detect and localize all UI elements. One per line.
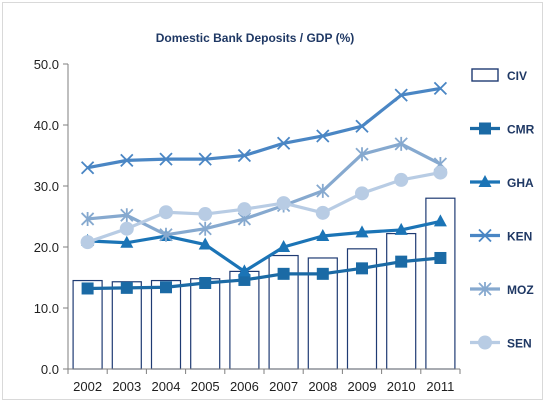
- legend-item-ken: KEN: [470, 228, 532, 244]
- point-ken: [316, 129, 330, 143]
- legend-label: SEN: [507, 337, 532, 351]
- point-sen: [237, 202, 252, 217]
- point-ken: [198, 152, 212, 166]
- legend-label: CMR: [507, 123, 535, 137]
- point-sen: [198, 207, 213, 222]
- point-cmr: [277, 267, 290, 280]
- point-cmr: [356, 262, 368, 275]
- legend-item-gha: GHA: [470, 175, 534, 190]
- plot-area: 0.0 10.0 20.0 30.0 40.0 50.0 2002 2003 2004 2005 2…: [34, 57, 461, 394]
- x-tick-label: 2010: [387, 379, 416, 394]
- bar-civ: [386, 232, 417, 370]
- x-tick-label: 2009: [348, 379, 377, 394]
- point-gha: [198, 237, 212, 250]
- point-moz: [355, 147, 369, 162]
- point-cmr: [199, 276, 212, 289]
- y-tick-label: 0.0: [41, 362, 59, 377]
- point-gha: [433, 214, 447, 227]
- point-ken: [433, 81, 448, 96]
- x-tick-label: 2005: [191, 379, 220, 394]
- point-ken: [355, 119, 369, 133]
- point-moz: [316, 183, 330, 198]
- x-tick-label: 2002: [73, 379, 102, 394]
- point-ken: [120, 153, 134, 168]
- x-tick-label: 2008: [308, 379, 337, 394]
- bar-civ: [190, 278, 221, 370]
- point-moz: [394, 136, 408, 151]
- point-gha: [316, 229, 330, 242]
- line-ken: [87, 86, 441, 170]
- line-sen: [87, 171, 441, 244]
- x-tick-label: 2006: [230, 379, 259, 394]
- point-cmr: [81, 282, 94, 295]
- point-moz: [159, 227, 173, 242]
- x-tick-label: 2004: [152, 379, 181, 394]
- point-moz: [120, 208, 134, 223]
- point-ken: [276, 136, 291, 150]
- point-gha: [120, 235, 134, 248]
- line-moz: [87, 142, 442, 237]
- legend: CIV CMR GHA KEN MOZ SEN: [470, 68, 535, 351]
- line-gha: [87, 219, 441, 273]
- y-tick-label: 10.0: [34, 301, 59, 316]
- point-sen: [394, 172, 409, 187]
- point-gha: [394, 222, 408, 235]
- chart-title: Domestic Bank Deposits / GDP (%): [156, 31, 355, 45]
- legend-label: MOZ: [507, 283, 534, 297]
- legend-marker: [478, 335, 492, 350]
- legend-marker: [478, 175, 492, 187]
- point-gha: [277, 240, 291, 252]
- y-tick-label: 50.0: [34, 57, 59, 72]
- legend-item-sen: SEN: [470, 335, 532, 351]
- point-cmr: [160, 281, 172, 294]
- point-cmr: [238, 273, 251, 286]
- point-gha: [237, 264, 251, 277]
- bar-civ: [150, 279, 182, 370]
- point-ken: [159, 152, 173, 166]
- point-ken: [394, 88, 408, 102]
- point-cmr: [120, 281, 133, 294]
- line-cmr: [87, 256, 441, 291]
- point-gha: [355, 225, 369, 238]
- legend-item-civ: CIV: [471, 68, 527, 83]
- x-tick-label: 2007: [269, 379, 298, 394]
- bar-civ: [72, 279, 103, 370]
- legend-marker: [479, 122, 491, 135]
- legend-marker: [478, 228, 492, 243]
- y-tick-label: 40.0: [34, 118, 59, 133]
- point-moz: [80, 211, 95, 226]
- x-tick-label: 2011: [426, 379, 454, 394]
- legend-label: GHA: [507, 176, 534, 190]
- point-sen: [433, 165, 448, 180]
- point-sen: [276, 196, 291, 211]
- legend-item-cmr: CMR: [470, 122, 535, 137]
- point-moz: [198, 221, 212, 236]
- point-cmr: [316, 267, 329, 280]
- point-ken: [237, 148, 252, 163]
- point-cmr: [434, 251, 447, 264]
- legend-item-moz: MOZ: [470, 282, 534, 297]
- bar-civ: [229, 270, 260, 370]
- x-tick-label: 2003: [112, 379, 141, 394]
- point-sen: [119, 221, 134, 236]
- y-tick-label: 30.0: [34, 179, 59, 194]
- point-sen: [159, 205, 173, 220]
- point-sen: [355, 186, 369, 201]
- point-sen: [80, 235, 95, 250]
- y-tick-label: 20.0: [34, 240, 59, 255]
- point-sen: [315, 205, 330, 220]
- legend-swatch: [471, 68, 499, 82]
- legend-label: KEN: [507, 230, 532, 244]
- point-ken: [80, 161, 95, 175]
- chart-frame: [2, 2, 543, 400]
- bar-civ: [111, 281, 142, 370]
- point-cmr: [395, 255, 408, 268]
- legend-label: CIV: [507, 69, 527, 83]
- legend-marker: [478, 282, 492, 296]
